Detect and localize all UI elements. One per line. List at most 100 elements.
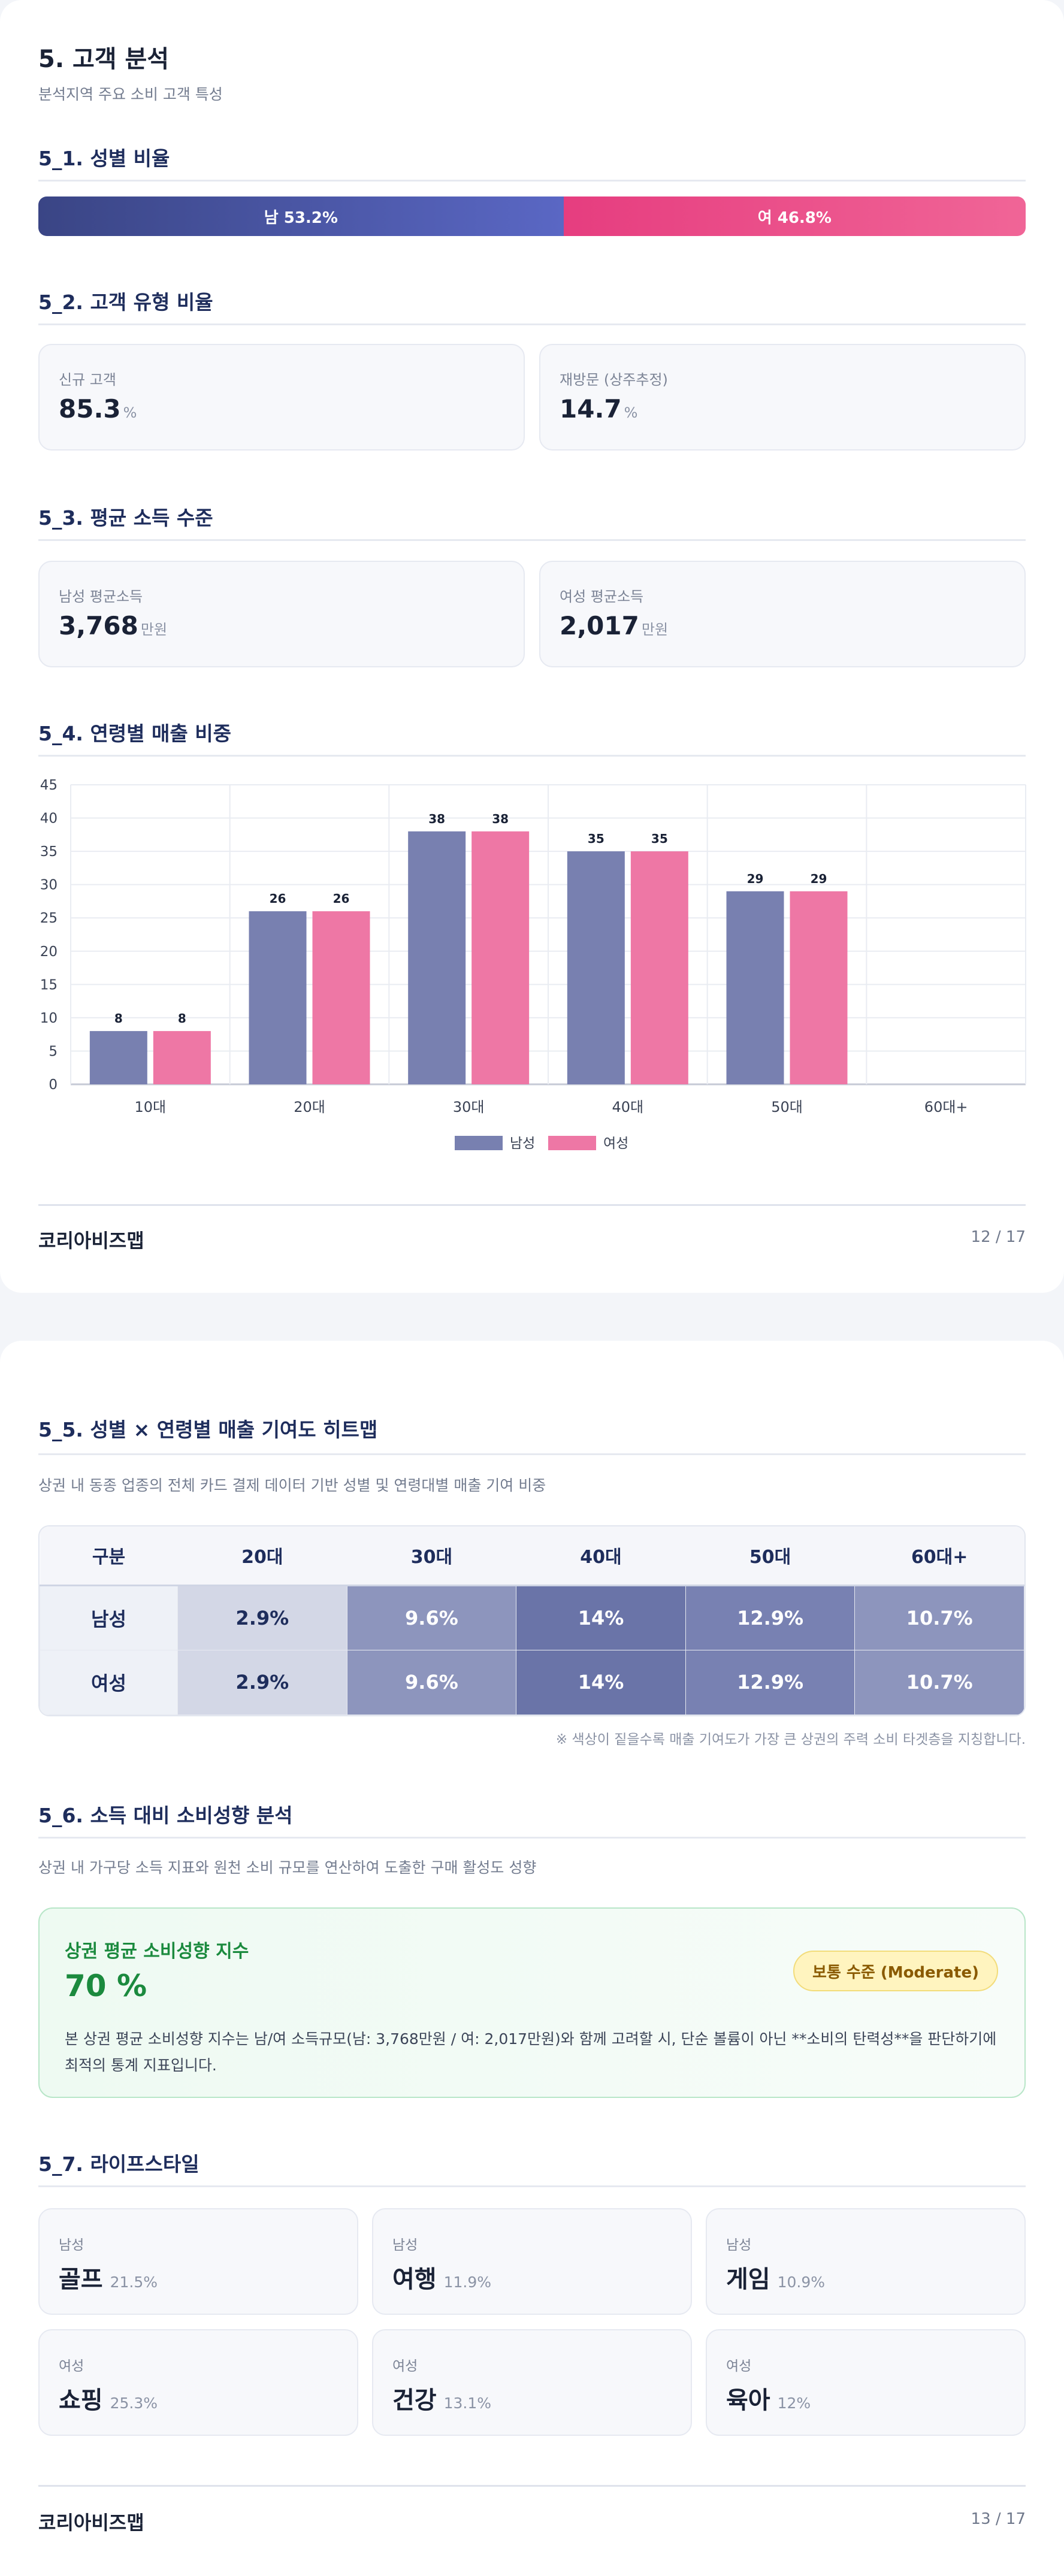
row-label: 여성 bbox=[40, 1649, 178, 1715]
section-divider bbox=[38, 1837, 1026, 1839]
page-number: 13 / 17 bbox=[971, 2510, 1026, 2528]
lifestyle-card: 남성 골프 21.5% bbox=[38, 2208, 358, 2315]
y-tick-label: 20 bbox=[40, 944, 58, 960]
data-label: 35 bbox=[588, 832, 604, 846]
data-label: 8 bbox=[178, 1011, 186, 1026]
bar bbox=[249, 911, 307, 1084]
new-customer-card: 신규 고객 85.3% bbox=[38, 344, 525, 451]
lifestyle-name: 여행 11.9% bbox=[392, 2266, 492, 2293]
female-share-segment: 여 46.8% bbox=[563, 196, 1026, 236]
header-cell: 40대 bbox=[516, 1526, 686, 1586]
report-page-12: 5. 고객 분석 분석지역 주요 소비 고객 특성 5_1. 성별 비율 남 5… bbox=[0, 0, 1064, 1293]
female-income-card: 여성 평균소득 2,017 만원 bbox=[539, 561, 1026, 667]
gender-ratio-title: 5_1. 성별 비율 bbox=[38, 147, 170, 170]
lifestyle-name: 육아 12% bbox=[726, 2387, 811, 2414]
consumption-description: 상권 내 가구당 소득 지표와 원천 소비 규모를 연산하여 도출한 구매 활성… bbox=[38, 1859, 537, 1876]
data-label: 8 bbox=[114, 1011, 123, 1026]
y-tick-label: 25 bbox=[40, 911, 58, 926]
data-label: 26 bbox=[270, 891, 286, 906]
x-tick-label: 60대+ bbox=[924, 1099, 968, 1115]
lifestyle-card: 여성 쇼핑 25.3% bbox=[38, 2329, 358, 2436]
heatmap-cell: 14% bbox=[516, 1649, 686, 1715]
consumption-index-card: 상권 평균 소비성향 지수 70 % 보통 수준 (Moderate) 본 상권… bbox=[38, 1907, 1026, 2098]
card-value: 85.3% bbox=[59, 394, 137, 424]
bar bbox=[567, 851, 625, 1084]
section-divider bbox=[38, 323, 1026, 325]
legend-label: 남성 bbox=[510, 1136, 535, 1151]
heatmap-note: ※ 색상이 짙을수록 매출 기여도가 가장 큰 상권의 주력 소비 타겟층을 지… bbox=[555, 1732, 1026, 1747]
consumption-title: 5_6. 소득 대비 소비성향 분석 bbox=[38, 1804, 293, 1827]
header-cell: 20대 bbox=[177, 1526, 347, 1586]
card-value: 2,017 만원 bbox=[560, 611, 669, 640]
header-cell: 60대+ bbox=[854, 1526, 1024, 1586]
header-cell: 30대 bbox=[347, 1526, 516, 1586]
page-title: 5. 고객 분석 bbox=[38, 46, 170, 73]
lifestyle-gender: 여성 bbox=[392, 2359, 418, 2374]
data-label: 29 bbox=[747, 872, 764, 886]
lifestyle-name: 쇼핑 25.3% bbox=[59, 2387, 158, 2414]
consumption-card-title: 상권 평균 소비성향 지수 bbox=[65, 1941, 249, 1962]
consumption-level-badge: 보통 수준 (Moderate) bbox=[793, 1951, 998, 1991]
heatmap-title: 5_5. 성별 × 연령별 매출 기여도 히트맵 bbox=[38, 1418, 378, 1441]
consumption-index-value: 70 % bbox=[65, 1969, 147, 2003]
legend-label: 여성 bbox=[603, 1136, 628, 1151]
data-label: 29 bbox=[811, 872, 827, 886]
heatmap-cell: 9.6% bbox=[346, 1585, 517, 1650]
section-divider bbox=[38, 755, 1026, 757]
card-value: 14.7% bbox=[560, 394, 638, 424]
footer-brand: 코리아비즈맵 bbox=[38, 2511, 144, 2534]
y-tick-label: 45 bbox=[40, 778, 58, 793]
y-tick-label: 40 bbox=[40, 811, 58, 827]
age-sales-title: 5_4. 연령별 매출 비중 bbox=[38, 722, 231, 745]
card-label: 여성 평균소득 bbox=[560, 588, 644, 605]
card-label: 신규 고객 bbox=[59, 371, 116, 388]
lifestyle-gender: 여성 bbox=[59, 2359, 84, 2374]
lifestyle-card: 남성 여행 11.9% bbox=[372, 2208, 692, 2315]
x-tick-label: 40대 bbox=[612, 1099, 644, 1115]
lifestyle-title: 5_7. 라이프스타일 bbox=[38, 2152, 200, 2176]
customer-type-title: 5_2. 고객 유형 비율 bbox=[38, 291, 213, 314]
bar bbox=[630, 851, 688, 1084]
heatmap-cell: 2.9% bbox=[177, 1585, 347, 1650]
consumption-card-description: 본 상권 평균 소비성향 지수는 남/여 소득규모(남: 3,768만원 / 여… bbox=[65, 2030, 997, 2074]
card-value: 3,768 만원 bbox=[59, 611, 168, 640]
x-tick-label: 20대 bbox=[294, 1099, 325, 1115]
x-tick-label: 50대 bbox=[771, 1099, 803, 1115]
page-number: 12 / 17 bbox=[971, 1228, 1026, 1246]
section-divider bbox=[38, 539, 1026, 541]
lifestyle-gender: 남성 bbox=[726, 2238, 752, 2253]
age-sales-bar-chart: 0 5 10 15 20 25 30 35 40 45 8 8 10대 26 26 20대 38 38 30대 35 3… bbox=[40, 778, 1026, 1151]
data-label: 38 bbox=[492, 812, 509, 826]
section-divider bbox=[38, 1453, 1026, 1455]
lifestyle-gender: 여성 bbox=[726, 2359, 752, 2374]
heatmap-description: 상권 내 동종 업종의 전체 카드 결제 데이터 기반 성별 및 연령대별 매출… bbox=[38, 1477, 546, 1494]
card-label: 재방문 (상주추정) bbox=[560, 371, 668, 388]
lifestyle-name: 골프 21.5% bbox=[59, 2266, 158, 2293]
y-tick-label: 30 bbox=[40, 878, 58, 893]
lifestyle-name: 건강 13.1% bbox=[392, 2387, 492, 2414]
lifestyle-name: 게임 10.9% bbox=[726, 2266, 826, 2293]
income-title: 5_3. 평균 소득 수준 bbox=[38, 506, 213, 530]
gender-ratio-bar: 남 53.2% 여 46.8% bbox=[38, 196, 1026, 236]
bar bbox=[89, 1031, 147, 1084]
data-label: 35 bbox=[651, 832, 668, 846]
heatmap-cell: 9.6% bbox=[346, 1649, 517, 1715]
section-divider bbox=[38, 180, 1026, 182]
heatmap-cell: 14% bbox=[516, 1585, 686, 1650]
legend-swatch bbox=[455, 1136, 503, 1150]
data-label: 38 bbox=[428, 812, 445, 826]
header-cell: 구분 bbox=[40, 1526, 178, 1586]
section-divider bbox=[38, 2185, 1026, 2187]
y-tick-label: 35 bbox=[40, 844, 58, 860]
lifestyle-gender: 남성 bbox=[392, 2238, 418, 2253]
male-income-card: 남성 평균소득 3,768 만원 bbox=[38, 561, 525, 667]
lifestyle-card: 여성 육아 12% bbox=[706, 2329, 1026, 2436]
bar bbox=[471, 831, 530, 1084]
footer-divider bbox=[38, 2485, 1026, 2487]
y-tick-label: 15 bbox=[40, 977, 58, 993]
footer-divider bbox=[38, 1204, 1026, 1206]
page-subtitle: 분석지역 주요 소비 고객 특성 bbox=[38, 86, 223, 103]
card-label: 남성 평균소득 bbox=[59, 588, 143, 605]
y-tick-label: 0 bbox=[49, 1077, 58, 1093]
bar bbox=[790, 891, 848, 1084]
